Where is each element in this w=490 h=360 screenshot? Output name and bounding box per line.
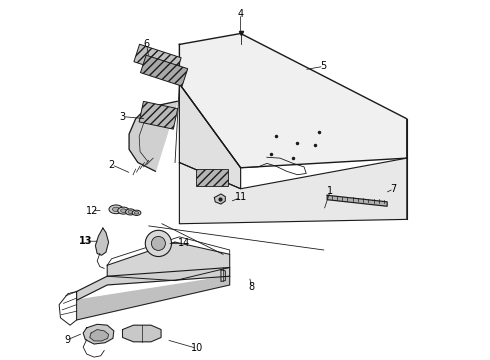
Bar — [196, 169, 227, 186]
Polygon shape — [141, 55, 188, 86]
Polygon shape — [129, 101, 177, 171]
Ellipse shape — [151, 237, 166, 251]
Text: 5: 5 — [320, 61, 327, 71]
Text: 2: 2 — [108, 160, 115, 170]
Polygon shape — [179, 158, 407, 224]
Polygon shape — [327, 195, 387, 206]
Text: 1: 1 — [327, 186, 333, 196]
Ellipse shape — [128, 210, 133, 213]
Polygon shape — [134, 44, 181, 75]
Polygon shape — [76, 267, 230, 300]
Polygon shape — [76, 276, 230, 320]
Polygon shape — [107, 242, 230, 280]
Text: 9: 9 — [65, 335, 71, 345]
Text: 11: 11 — [235, 193, 247, 202]
Polygon shape — [83, 324, 114, 344]
Polygon shape — [179, 33, 407, 168]
Polygon shape — [179, 84, 241, 189]
Ellipse shape — [134, 211, 139, 214]
Ellipse shape — [132, 210, 141, 215]
Polygon shape — [96, 228, 109, 255]
Ellipse shape — [125, 209, 135, 215]
Polygon shape — [215, 194, 225, 204]
Ellipse shape — [146, 230, 172, 257]
Ellipse shape — [118, 207, 129, 214]
Text: 7: 7 — [391, 184, 397, 194]
Text: 10: 10 — [191, 343, 203, 354]
Text: 3: 3 — [120, 112, 125, 122]
Ellipse shape — [109, 205, 123, 214]
Text: 14: 14 — [178, 238, 190, 248]
Text: 6: 6 — [144, 40, 149, 49]
Ellipse shape — [113, 207, 120, 211]
Text: 4: 4 — [238, 9, 244, 19]
Text: 13: 13 — [78, 236, 92, 246]
Ellipse shape — [121, 209, 126, 212]
Polygon shape — [90, 329, 109, 341]
Polygon shape — [139, 102, 178, 129]
Polygon shape — [221, 270, 225, 282]
Text: 12: 12 — [86, 206, 98, 216]
Polygon shape — [122, 325, 161, 342]
Text: 8: 8 — [248, 282, 255, 292]
